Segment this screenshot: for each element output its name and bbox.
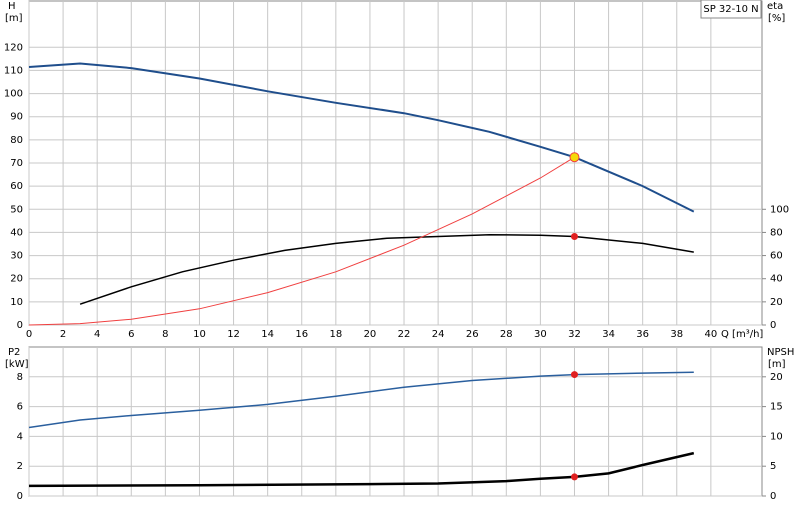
- y-tick-label: 6: [17, 402, 23, 413]
- x-tick-label: 18: [329, 329, 342, 340]
- curve: [28, 156, 575, 326]
- x-tick-label: 34: [602, 329, 615, 340]
- duty-point: [569, 152, 580, 163]
- x-tick-label: 22: [398, 329, 411, 340]
- y-tick-label: 10: [10, 297, 23, 308]
- y2-tick-label: 15: [770, 402, 783, 413]
- y-tick-label: 50: [10, 204, 23, 215]
- chart-title: SP 32-10 N: [703, 4, 758, 15]
- y2-tick-label: 0: [770, 491, 776, 502]
- y2-tick-label: 20: [770, 372, 783, 383]
- x-tick-label: 0: [26, 329, 32, 340]
- x-tick-label: 2: [60, 329, 66, 340]
- x-tick-label: 38: [670, 329, 683, 340]
- y-axis-label: H: [8, 1, 16, 12]
- x-axis-label: Q [m³/h]: [721, 329, 763, 340]
- y-tick-label: 30: [10, 251, 23, 262]
- y-tick-label: 120: [4, 42, 23, 53]
- x-tick-label: 12: [227, 329, 240, 340]
- x-tick-label: 32: [568, 329, 581, 340]
- y2-tick-label: 80: [770, 227, 783, 238]
- x-tick-label: 14: [261, 329, 274, 340]
- y-tick-label: 60: [10, 181, 23, 192]
- x-tick-label: 6: [128, 329, 134, 340]
- duty-point: [570, 371, 578, 379]
- y-tick-label: 110: [4, 65, 23, 76]
- curve: [28, 451, 695, 488]
- y-tick-label: 90: [10, 112, 23, 123]
- curve: [28, 371, 694, 429]
- y2-tick-label: 5: [770, 461, 776, 472]
- x-tick-label: 8: [162, 329, 168, 340]
- y-tick-label: 0: [17, 491, 23, 502]
- y2-axis-label: NPSH: [767, 347, 794, 358]
- y2-axis-unit: [m]: [768, 359, 786, 370]
- y2-tick-label: 0: [770, 320, 776, 331]
- y-tick-label: 4: [17, 431, 23, 442]
- plot-area: [28, 346, 763, 497]
- x-tick-label: 30: [534, 329, 547, 340]
- x-tick-label: 36: [636, 329, 649, 340]
- title-box: [700, 0, 762, 19]
- x-tick-label: 16: [295, 329, 308, 340]
- y2-tick-label: 10: [770, 431, 783, 442]
- y-tick-label: 80: [10, 135, 23, 146]
- duty-point: [570, 232, 578, 240]
- y-tick-label: 8: [17, 372, 23, 383]
- y-axis-label: P2: [8, 347, 20, 358]
- y2-tick-label: 40: [770, 274, 783, 285]
- y2-tick-label: 100: [770, 204, 789, 215]
- x-tick-label: 20: [364, 329, 377, 340]
- y2-axis-unit: [%]: [768, 13, 785, 24]
- x-tick-label: 26: [466, 329, 479, 340]
- y-tick-label: 20: [10, 274, 23, 285]
- x-tick-label: 28: [500, 329, 513, 340]
- y-tick-label: 100: [4, 89, 23, 100]
- y2-tick-label: 60: [770, 251, 783, 262]
- y-tick-label: 2: [17, 461, 23, 472]
- x-tick-label: 4: [94, 329, 100, 340]
- x-tick-label: 10: [193, 329, 206, 340]
- x-tick-label: 40: [704, 329, 717, 340]
- y-tick-label: 70: [10, 158, 23, 169]
- y-axis-unit: [m]: [5, 13, 23, 24]
- y2-tick-label: 20: [770, 297, 783, 308]
- y2-axis-label: eta: [767, 1, 783, 12]
- y-tick-label: 40: [10, 227, 23, 238]
- x-tick-label: 24: [432, 329, 445, 340]
- y-axis-unit: [kW]: [5, 359, 29, 370]
- duty-point: [570, 473, 578, 481]
- y-tick-label: 0: [17, 320, 23, 331]
